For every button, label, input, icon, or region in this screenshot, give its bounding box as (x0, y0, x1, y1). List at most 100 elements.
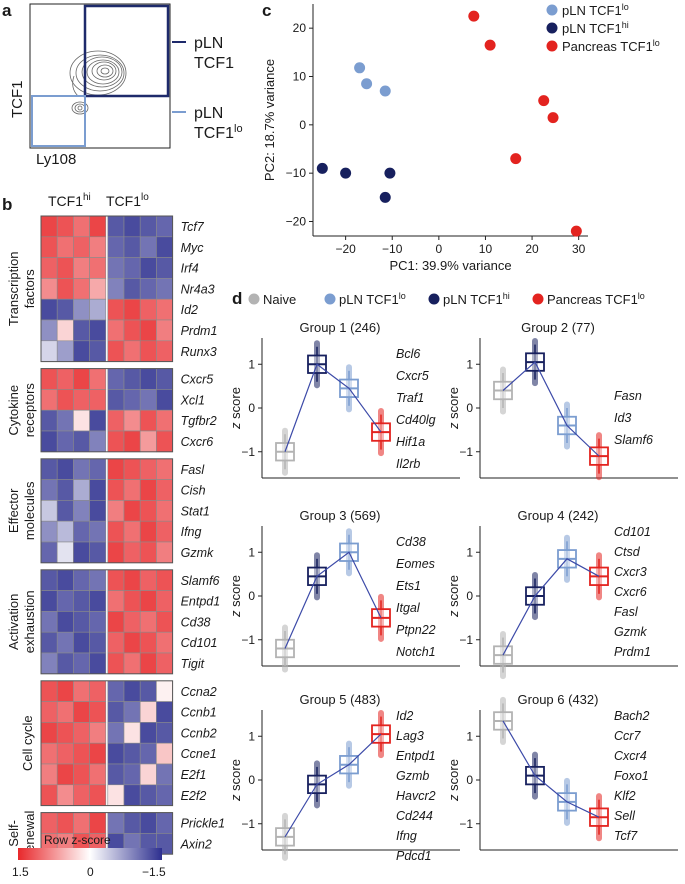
heatmap-cell (56, 409, 74, 432)
heatmap-cell (89, 680, 107, 702)
heatmap-category-label: Transcriptionfactors (6, 251, 37, 326)
cluster-y-tick-label: 0 (248, 773, 255, 787)
cluster-group-title: Group 2 (77) (521, 320, 595, 335)
heatmap-cell (56, 215, 74, 238)
heatmap-cell (89, 340, 107, 362)
heatmap-cell (123, 298, 141, 321)
cluster-boxplots: Group 1 (246) 1 0 −1 z score Bcl6 Cxcr5 Traf1 Cd… (228, 320, 678, 863)
cluster-gene-label: Notch1 (396, 645, 436, 659)
heatmap-group-frame (40, 569, 174, 675)
heatmap-cell (89, 278, 107, 300)
heatmap-gene-label: Prickle1 (181, 817, 225, 831)
pca-point (538, 95, 550, 107)
heatmap-cell (139, 784, 157, 806)
heatmap-cell (56, 479, 74, 501)
scale-tick-high: 1.5 (12, 865, 29, 879)
heatmap-cell (56, 812, 74, 834)
cluster-y-tick-label: −1 (459, 633, 473, 647)
heatmap-gene-label: Entpd1 (181, 595, 221, 609)
heatmap-cell (89, 389, 107, 411)
heatmap-cell (73, 430, 90, 453)
heatmap-cell (139, 590, 157, 612)
pca-legend-text: Pancreas TCF1 (562, 39, 653, 54)
heatmap-gene-label: Axin2 (180, 837, 212, 851)
heatmap-cell (40, 541, 58, 564)
cluster-legend-text: Pancreas TCF1 (547, 292, 638, 307)
cluster-legend-label: pLN TCF1hi (443, 291, 510, 307)
heatmap-cell (107, 340, 125, 362)
heatmap-cell (123, 812, 141, 834)
cluster-legend-sup: hi (503, 291, 510, 301)
heatmap-cell (40, 257, 58, 279)
heatmap-gene-label: Myc (181, 241, 205, 255)
cluster-ylabel: z score (228, 387, 243, 430)
cluster-gene-label: Cxcr3 (614, 565, 647, 579)
gate-tcf1-lo (31, 95, 86, 147)
heatmap-cell (123, 763, 141, 786)
heatmap-gene-label: Tgfbr2 (181, 414, 217, 428)
heatmap-gene-label: Xcl1 (180, 393, 205, 407)
heatmap-cell (123, 680, 141, 702)
heatmap-gene-label: Fasl (181, 463, 206, 477)
pca-legend-sup: hi (622, 20, 629, 30)
cluster-gene-label: Itgal (396, 601, 421, 615)
cluster-group: Group 5 (483) 1 0 −1 z score Id2 Lag3 Entpd1 Gzm… (228, 692, 460, 863)
pca-x-tick-label: −20 (335, 242, 356, 256)
cluster-y-tick-label: 1 (466, 545, 473, 559)
cluster-gene-label: Traf1 (396, 391, 424, 405)
cluster-y-tick-label: 1 (248, 729, 255, 743)
heatmap-cell (56, 368, 74, 390)
pca-point (468, 10, 480, 22)
panel-b: b TCF1hi TCF1lo Tcf7 Myc Irf4 Nr4a3 Id2 Prdm1… (2, 192, 225, 879)
scale-title: Row z-score (44, 833, 111, 847)
cluster-gene-label: Cd244 (396, 809, 433, 823)
heatmap-cell (139, 236, 157, 258)
heatmap-cell (156, 479, 173, 501)
heatmap-cell (73, 742, 90, 765)
heatmap-cell (40, 389, 58, 411)
cluster-group-title: Group 5 (483) (300, 692, 381, 707)
heatmap-cell (89, 430, 107, 453)
heatmap-cell (139, 389, 157, 411)
heatmap-gene-label: E2f1 (181, 768, 207, 782)
pca-legend-label: Pancreas TCF1lo (562, 38, 660, 54)
heatmap-cell (73, 722, 90, 744)
pca-point (361, 78, 373, 90)
heatmap-cell (107, 590, 125, 612)
gate-lo-label-line1: pLN (194, 105, 223, 122)
heatmap-cell (40, 631, 58, 654)
heatmap-category-label: Self-renewal (6, 811, 37, 857)
heatmap-cell (56, 500, 74, 522)
heatmap-category-line: molecules (22, 481, 37, 540)
cluster-gene-label: Ccr7 (614, 729, 641, 743)
cluster-ylabel: z score (446, 575, 461, 618)
pca-point (547, 112, 559, 124)
cluster-gene-label: Cd40lg (396, 413, 436, 427)
pca-legend-marker (546, 4, 558, 16)
heatmap-cell (73, 701, 90, 723)
heatmap-cell (89, 569, 107, 591)
heatmap-cell (156, 742, 173, 765)
heatmap-gene-label: Slamf6 (181, 574, 220, 588)
heatmap-cell (123, 784, 141, 806)
heatmap-cell (56, 652, 74, 675)
cluster-y-tick-label: 1 (466, 729, 473, 743)
heatmap-cell (156, 520, 173, 543)
cluster-legend: Naive pLN TCF1lo pLN TCF1hi Pancreas TCF1lo (248, 291, 645, 307)
heatmap-cell (56, 520, 74, 543)
pca-legend-text: pLN TCF1 (562, 21, 622, 36)
heatmap-cell (89, 319, 107, 342)
pca-legend-label: pLN TCF1hi (562, 20, 629, 36)
heatmap-cell (107, 215, 125, 238)
heatmap-cell (156, 257, 173, 279)
cluster-group: Group 4 (242) 1 0 −1 z score Cd101 Ctsd Cxcr3 Cx… (446, 508, 678, 680)
pca-xlabel: PC1: 39.9% variance (389, 258, 511, 273)
heatmap-cell (89, 590, 107, 612)
pca-legend-label: pLN TCF1lo (562, 2, 629, 18)
heatmap-cell (73, 541, 90, 564)
heatmap-cell (89, 701, 107, 723)
heatmap-gene-label: Ccna2 (181, 685, 217, 699)
heatmap-cell (89, 215, 107, 238)
heatmap-cell (107, 631, 125, 654)
heatmap-cell (156, 430, 173, 453)
